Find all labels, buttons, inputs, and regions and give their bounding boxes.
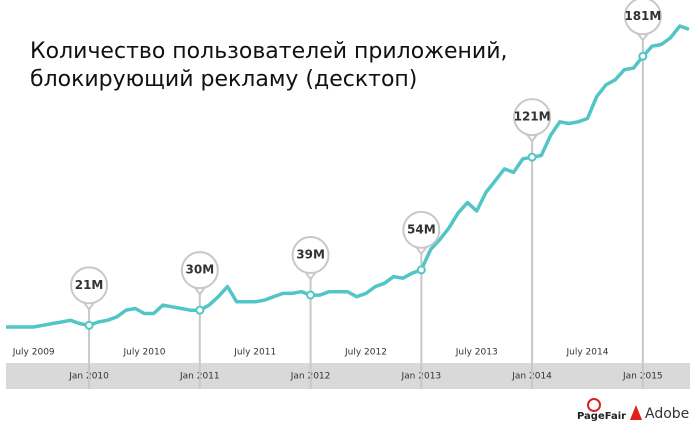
chart-title: блокирующий рекламу (десктоп)	[30, 67, 417, 92]
logo-text: PageFair	[577, 411, 626, 422]
logo-text: Adobe	[645, 406, 689, 422]
data-label: 181M	[624, 9, 661, 23]
pagefair-logo: PageFair	[577, 398, 626, 422]
chart-title: Количество пользователей приложений,	[30, 39, 508, 64]
point-marker	[306, 290, 316, 300]
point-marker	[638, 51, 648, 61]
x-tick-label: July 2014	[565, 348, 608, 358]
callout-bubble	[402, 210, 441, 249]
callout-bubble	[70, 266, 109, 305]
x-tick-label: July 2011	[233, 348, 276, 358]
callout-bubble	[291, 236, 330, 275]
data-label: 21M	[75, 278, 104, 292]
point-marker	[195, 305, 205, 315]
x-tick-label: July 2012	[344, 348, 387, 358]
point-marker	[527, 152, 537, 162]
data-label: 121M	[514, 110, 551, 124]
data-label: 30M	[186, 263, 215, 277]
data-label: 39M	[296, 248, 325, 262]
point-marker	[84, 320, 94, 330]
point-marker	[416, 265, 426, 275]
adobe-logo: Adobe	[630, 405, 689, 422]
x-tick-label: July 2009	[12, 348, 55, 358]
x-tick-label: July 2010	[122, 348, 165, 358]
x-tick-label: July 2013	[455, 348, 498, 358]
data-line	[6, 24, 690, 329]
data-label: 54M	[407, 222, 436, 236]
axis-band	[6, 363, 690, 389]
callout-bubble	[180, 251, 219, 290]
callout-bubble	[513, 98, 552, 137]
callout-bubble	[623, 0, 662, 36]
